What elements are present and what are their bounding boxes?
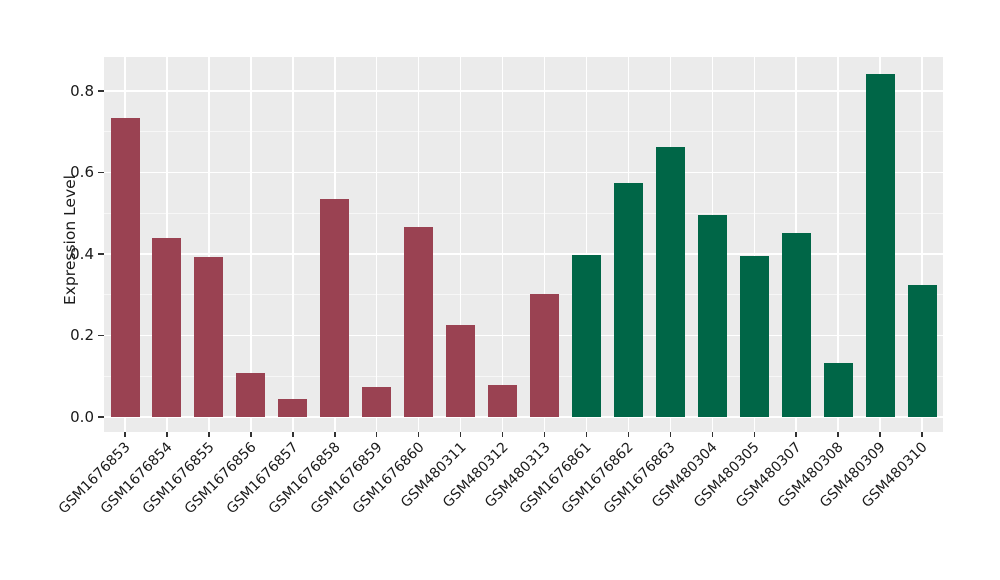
- x-tick-mark: [417, 432, 420, 437]
- x-tick-mark: [166, 432, 168, 437]
- y-tick-label: 0.6: [70, 163, 94, 182]
- y-tick-label: 0.2: [70, 326, 94, 345]
- x-tick-mark: [250, 432, 252, 437]
- x-tick-mark: [543, 432, 546, 437]
- gridline-major: [104, 334, 943, 337]
- y-tick-mark: [98, 334, 104, 337]
- gridline-vertical: [375, 57, 378, 432]
- y-tick-label: 0.4: [70, 244, 94, 263]
- bar-GSM480312: [488, 384, 517, 417]
- gridline-vertical: [585, 57, 588, 432]
- x-tick-mark: [879, 432, 881, 437]
- gridline-major: [104, 253, 943, 255]
- x-tick-mark: [627, 432, 630, 437]
- bar-GSM480305: [739, 256, 769, 417]
- gridline-minor: [104, 212, 943, 214]
- bar-GSM1676859: [362, 387, 392, 417]
- x-tick-mark: [459, 432, 462, 437]
- x-tick-mark: [124, 432, 126, 437]
- bar-GSM480309: [865, 73, 895, 417]
- x-tick-mark: [795, 432, 797, 437]
- bar-GSM480310: [907, 285, 937, 417]
- x-tick-mark: [921, 432, 923, 437]
- bar-GSM1676853: [110, 117, 140, 417]
- bar-GSM1676855: [194, 257, 224, 417]
- gridline-major: [104, 416, 943, 418]
- gridline-vertical: [292, 57, 294, 432]
- bar-GSM480308: [823, 363, 853, 417]
- gridline-vertical: [837, 57, 839, 432]
- bar-GSM1676863: [655, 146, 685, 417]
- gridline-minor: [104, 294, 943, 296]
- y-tick-mark: [98, 253, 104, 255]
- bar-GSM1676858: [320, 198, 350, 417]
- y-tick-label: 0.0: [70, 408, 94, 426]
- bar-GSM480311: [446, 324, 476, 417]
- y-axis-title: Expression Level: [61, 175, 79, 305]
- gridline-vertical: [459, 57, 462, 432]
- gridline-vertical: [543, 57, 546, 432]
- gridline-major: [104, 171, 943, 174]
- x-tick-mark: [753, 432, 755, 437]
- gridline-vertical: [753, 57, 755, 432]
- gridline-vertical: [501, 57, 504, 432]
- x-tick-mark: [334, 432, 336, 437]
- x-tick-mark: [585, 432, 588, 437]
- gridline-vertical: [921, 57, 923, 432]
- bar-GSM480307: [781, 233, 811, 417]
- bar-GSM1676856: [236, 373, 266, 417]
- bar-GSM480313: [530, 293, 559, 417]
- bar-GSM1676857: [278, 398, 308, 417]
- x-tick-mark: [501, 432, 504, 437]
- gridline-vertical: [250, 57, 252, 432]
- bar-GSM1676861: [571, 255, 601, 417]
- x-tick-mark: [292, 432, 294, 437]
- gridline-vertical: [208, 57, 210, 432]
- bar-GSM480304: [697, 214, 727, 417]
- gridline-major: [104, 90, 943, 92]
- x-tick-mark: [711, 432, 713, 437]
- bar-GSM1676860: [404, 227, 434, 417]
- y-tick-label: 0.8: [70, 81, 94, 100]
- y-tick-mark: [98, 90, 104, 92]
- x-tick-mark: [669, 432, 672, 437]
- y-tick-mark: [98, 416, 104, 418]
- y-tick-mark: [98, 171, 104, 174]
- bar-GSM1676854: [152, 238, 182, 417]
- x-tick-mark: [375, 432, 378, 437]
- x-tick-mark: [837, 432, 839, 437]
- gridline-minor: [104, 131, 943, 132]
- gridline-minor: [104, 375, 943, 377]
- bar-GSM1676862: [613, 182, 643, 417]
- x-tick-mark: [208, 432, 210, 437]
